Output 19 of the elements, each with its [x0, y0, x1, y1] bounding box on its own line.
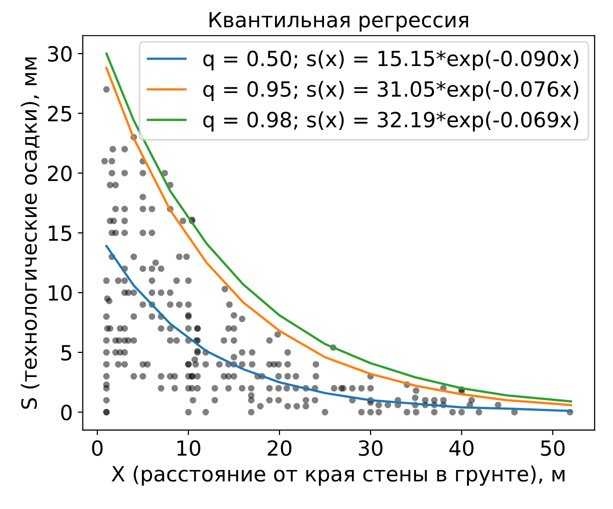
y-axis-title: S (технологические осадки), мм	[20, 57, 40, 409]
chart-title: Квантильная регрессия	[210, 12, 468, 32]
x-tick-label: 20	[268, 440, 292, 456]
legend-label: q = 0.50; s(x) = 15.15*exp(-0.090x)	[203, 50, 578, 70]
y-tick-label: 30	[48, 46, 72, 62]
x-tick-label: 40	[449, 440, 474, 456]
x-axis-title: X (расстояние от края стены в грунте), м	[112, 466, 564, 486]
y-tick-label: 25	[48, 106, 72, 122]
y-tick-label: 5	[61, 345, 72, 361]
y-tick-label: 10	[48, 285, 72, 301]
x-tick-label: 10	[177, 440, 200, 456]
x-tick-label: 50	[541, 440, 565, 456]
y-tick-label: 0	[61, 404, 72, 420]
legend-label: q = 0.98; s(x) = 32.19*exp(-0.069x)	[203, 111, 578, 132]
y-tick-label: 20	[48, 166, 72, 182]
x-tick-label: 30	[358, 440, 382, 456]
legend-label: q = 0.95; s(x) = 31.05*exp(-0.076x)	[203, 80, 578, 101]
x-tick-label: 0	[92, 440, 103, 456]
y-tick-label: 15	[48, 226, 72, 242]
